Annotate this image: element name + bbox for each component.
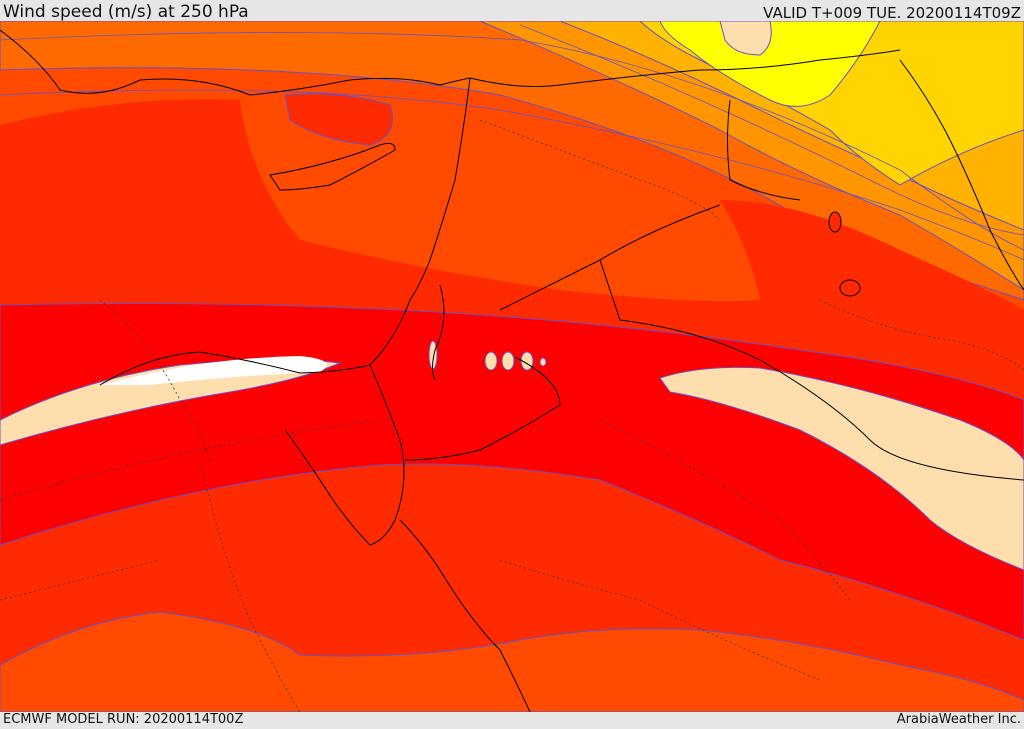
island-1 xyxy=(839,279,861,297)
white-core-west xyxy=(100,356,327,385)
credit-label: ArabiaWeather Inc. xyxy=(896,712,1021,727)
peach-island-1 xyxy=(484,351,498,371)
peach-core-west xyxy=(0,358,342,446)
footer-bar: ECMWF MODEL RUN: 20200114T00Z ArabiaWeat… xyxy=(0,712,1024,729)
header-bar: Wind speed (m/s) at 250 hPa VALID T+009 … xyxy=(0,0,1024,22)
country-borders xyxy=(0,29,1024,712)
island-2 xyxy=(828,211,842,233)
model-run-label: ECMWF MODEL RUN: 20200114T00Z xyxy=(3,712,244,727)
wind-speed-map xyxy=(0,21,1024,712)
peach-patch-north xyxy=(719,21,772,56)
valid-time-label: VALID T+009 TUE. 20200114T09Z xyxy=(763,4,1021,22)
band-south-orange xyxy=(0,611,1024,712)
contour-lines xyxy=(0,24,1024,261)
peach-island-4 xyxy=(539,357,547,367)
internal-borders xyxy=(0,119,1024,712)
peach-island-2 xyxy=(501,351,515,371)
cyprus-blob xyxy=(284,93,393,146)
chart-title: Wind speed (m/s) at 250 hPa xyxy=(3,2,249,22)
band-bright-yellow xyxy=(659,21,881,107)
